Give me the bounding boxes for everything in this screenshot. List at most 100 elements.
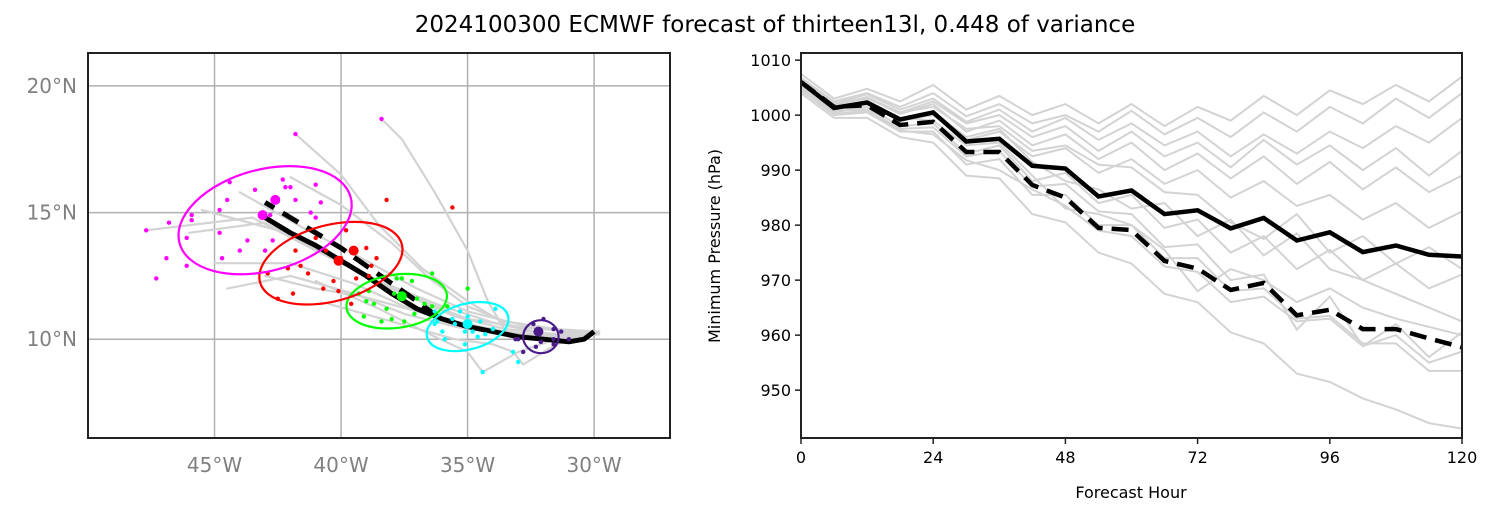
member-pressure-line <box>801 79 1462 177</box>
member-point-day3 <box>379 319 384 324</box>
member-point-day5 <box>189 212 194 218</box>
uncertainty-ellipse-day1 <box>522 319 560 355</box>
member-point-day5 <box>166 220 172 225</box>
member-point-day2 <box>440 329 445 334</box>
member-point-day1 <box>566 337 571 342</box>
member-point-day5 <box>245 238 250 243</box>
mean-pressure-line <box>801 80 1462 259</box>
y-tick-label: 1000 <box>750 106 791 125</box>
member-point-day5 <box>184 235 189 241</box>
member-point-day2 <box>483 332 488 337</box>
member-point-day5 <box>270 238 275 243</box>
member-pressure-line <box>801 92 1462 430</box>
member-point-day3 <box>414 296 420 301</box>
member-pressure-line <box>801 86 1462 290</box>
member-point-day2 <box>452 321 458 327</box>
member-point-day4 <box>313 235 318 241</box>
member-point-day3 <box>364 299 369 304</box>
member-point-day5 <box>379 116 384 122</box>
member-point-day3 <box>445 304 450 309</box>
member-point-day5 <box>164 256 169 261</box>
member-point-day3 <box>371 301 377 306</box>
member-point-day2 <box>432 309 437 314</box>
member-point-day5 <box>293 131 298 137</box>
member-point-day4 <box>354 276 359 281</box>
member-point-day3 <box>392 291 397 296</box>
member-point-day4 <box>366 273 372 279</box>
map-x-tick-labels: 45°W 40°W 35°W 30°W <box>187 453 622 477</box>
member-pressure-line <box>801 88 1462 364</box>
map-x-tick-label: 30°W <box>566 453 621 477</box>
member-pressure-line <box>801 76 1462 139</box>
map-y-tick-labels: 10°N 15°N 20°N <box>27 74 77 351</box>
member-point-day2 <box>450 316 455 322</box>
x-tick-label: 96 <box>1320 448 1340 467</box>
x-tick-label: 24 <box>923 448 943 467</box>
member-point-day4 <box>290 291 296 296</box>
member-point-day5 <box>318 200 323 205</box>
pressure-chart: 0 24 48 72 96 120 950 960 970 980 990 1000 1010 For… <box>705 51 1477 502</box>
figure-title: 2024100300 ECMWF forecast of thirteen13l… <box>414 12 1136 38</box>
member-point-day3 <box>402 319 407 324</box>
x-axis-label: Forecast Hour <box>1075 483 1187 502</box>
member-point-day5 <box>189 218 194 223</box>
member-point-day4 <box>323 248 329 253</box>
member-point-day2 <box>465 314 470 319</box>
uncertainty-ellipses <box>177 165 560 355</box>
member-point-day3 <box>409 278 415 284</box>
member-point-day2 <box>480 369 485 375</box>
member-pressure-line <box>801 73 1462 128</box>
member-point-day4 <box>321 286 326 291</box>
x-tick-label: 48 <box>1055 448 1075 467</box>
member-point-day5 <box>217 230 222 235</box>
y-tick-label: 990 <box>760 161 791 180</box>
member-point-day5 <box>237 248 242 253</box>
member-point-day2 <box>462 329 468 334</box>
member-point-day5 <box>288 185 293 190</box>
member-positions <box>144 116 571 375</box>
track-map: 45°W 40°W 35°W 30°W 10°N 15°N 20°N <box>27 52 671 477</box>
member-point-day3 <box>412 311 417 317</box>
member-lines <box>801 73 1462 430</box>
member-point-day4 <box>349 301 354 306</box>
member-point-day5 <box>313 215 318 220</box>
y-tick-label: 960 <box>760 326 791 345</box>
ellipse-center-day3 <box>396 291 407 302</box>
ellipse-center-day4 <box>333 255 344 266</box>
member-pressure-line <box>801 80 1462 194</box>
member-point-day5 <box>293 197 298 203</box>
member-point-day4 <box>384 197 389 203</box>
member-point-day5 <box>280 177 285 182</box>
member-point-day3 <box>429 304 435 309</box>
member-point-day5 <box>144 228 149 233</box>
member-point-day5 <box>313 182 318 187</box>
uncertainty-ellipse-day4 <box>258 220 404 306</box>
map-y-tick-label: 15°N <box>27 201 77 225</box>
member-point-day2 <box>475 334 480 339</box>
x-tick-label: 72 <box>1187 448 1207 467</box>
member-point-day3 <box>465 286 470 291</box>
pressure-frame <box>800 52 1463 439</box>
member-point-day2 <box>442 337 447 342</box>
y-axis-label: Minimum Pressure (hPa) <box>705 149 724 343</box>
member-point-day1 <box>559 329 564 334</box>
member-point-day2 <box>516 359 521 365</box>
uncertainty-ellipse-day5 <box>177 165 353 276</box>
member-point-day3 <box>429 271 435 276</box>
member-point-day2 <box>470 329 475 334</box>
map-background <box>88 53 670 438</box>
member-point-day3 <box>394 276 399 281</box>
member-point-day2 <box>457 309 463 314</box>
summary-lines <box>801 80 1462 350</box>
ellipse-center-day5 <box>270 194 281 205</box>
member-point-day4 <box>343 228 349 233</box>
ensemble-track-line <box>327 302 601 366</box>
y-tick-label: 1010 <box>750 51 791 70</box>
member-point-day1 <box>521 349 526 355</box>
member-point-day5 <box>217 207 222 213</box>
member-point-day5 <box>283 185 288 190</box>
ellipse-center-day5 <box>257 210 268 221</box>
map-y-tick-label: 10°N <box>27 327 77 351</box>
x-tick-label: 0 <box>796 448 806 467</box>
member-point-day4 <box>374 256 379 261</box>
